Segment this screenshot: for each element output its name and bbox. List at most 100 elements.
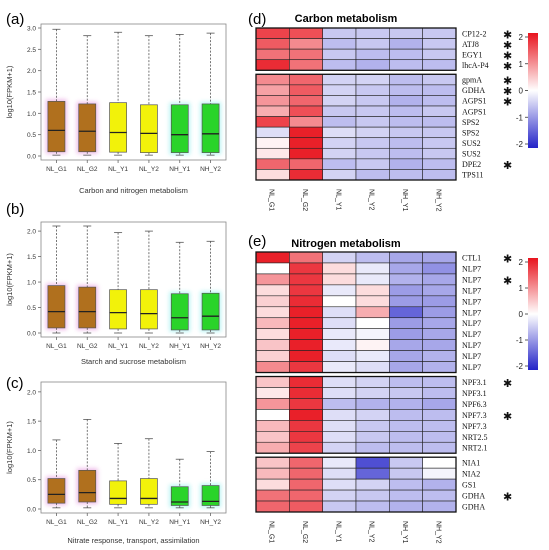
y-tick-label: 2.0	[27, 68, 36, 75]
heatmap-cell	[355, 105, 390, 117]
heatmap-cell	[322, 262, 357, 275]
x-tick-label: NL_Y2	[139, 166, 159, 173]
heatmap-cell	[289, 431, 323, 443]
heatmap-cell	[422, 147, 457, 160]
heatmap-cell	[355, 27, 390, 39]
y-tick-label: 2.0	[27, 389, 36, 396]
heatmap-row: SPS2	[255, 116, 479, 128]
legend-tick-label: 2	[519, 33, 524, 42]
significance-star-icon: ✱	[503, 97, 512, 109]
heatmap-cell	[422, 420, 457, 432]
heatmap-cell	[355, 284, 390, 297]
heatmap-cell	[355, 339, 390, 351]
heatmap-cell	[355, 376, 390, 388]
heatmap-row: NLP7	[255, 317, 481, 329]
heatmap-cell	[255, 500, 290, 513]
heatmap-cell	[289, 398, 323, 410]
heatmap-cell	[389, 478, 423, 491]
heatmap-cell	[255, 339, 290, 351]
heatmap-cell	[355, 158, 390, 170]
heatmap-group: CP12-2 ✱ ATJ8 ✱ EGY1 ✱ lhcA-P4 ✱	[255, 27, 512, 73]
heatmap-cell	[389, 295, 423, 308]
heatmap-cell	[289, 328, 323, 340]
heatmap-cell	[422, 441, 457, 454]
box-iqr	[140, 478, 158, 505]
heatmap-cell	[389, 467, 423, 480]
heatmap-row: TPS11	[255, 169, 484, 181]
row-label: AGPS1	[462, 97, 486, 106]
heatmap-cell	[322, 105, 357, 117]
box-NH_Y2	[200, 32, 222, 156]
significance-star-icon: ✱	[503, 61, 512, 73]
heatmap-row: NLP7 ✱	[255, 273, 512, 287]
heatmap-cell	[422, 273, 457, 286]
heatmap-cell	[255, 441, 290, 454]
y-tick-label: 0.0	[27, 331, 36, 338]
heatmap-cell	[255, 273, 290, 286]
heatmap-cell	[422, 339, 457, 351]
heatmap-cell	[389, 262, 423, 275]
heatmap-cell	[255, 38, 290, 50]
plot-frame	[40, 381, 227, 514]
x-tick-label: NH_Y2	[200, 519, 221, 526]
heatmap-cell	[289, 420, 323, 432]
column-label: NH_Y2	[434, 521, 441, 544]
y-tick-label: 0.0	[27, 154, 36, 161]
x-tick-label: NL_G2	[77, 519, 98, 526]
heatmap-cell	[389, 137, 423, 149]
heatmap-cell	[255, 456, 290, 469]
column-label: NL_G1	[268, 521, 275, 543]
heatmap-cell	[289, 84, 323, 96]
color-legend: 2 1 0 -1 -2	[516, 33, 538, 149]
heatmap-cell	[389, 306, 423, 319]
heatmap-cell	[255, 361, 290, 373]
heatmap-cell	[289, 27, 323, 39]
heatmap-cell	[422, 317, 457, 329]
row-label: NPF3.1	[462, 378, 487, 387]
heatmap-cell	[322, 409, 357, 421]
box-NL_Y1	[109, 31, 127, 156]
y-tick-label: 2.5	[27, 47, 36, 54]
heatmap-cell	[289, 262, 323, 275]
heatmap-row: NPF7.3	[255, 420, 487, 432]
heatmap-cell	[255, 284, 290, 297]
heatmap-cell	[322, 317, 357, 329]
row-label: NLP7	[462, 275, 481, 284]
column-label: NL_G2	[301, 189, 308, 211]
heatmap-cell	[422, 169, 457, 181]
heatmap-cell	[389, 48, 423, 61]
x-tick-label: NL_G2	[77, 166, 98, 173]
box-NL_G1	[45, 28, 67, 156]
x-axis-label: Carbon and nitrogen metabolism	[79, 186, 188, 195]
box-NH_Y1	[169, 241, 191, 334]
column-label: NL_Y2	[368, 189, 375, 211]
heatmap-cell	[255, 73, 290, 86]
heatmap-cell	[255, 398, 290, 410]
heatmap-group-border	[255, 251, 457, 374]
heatmap-cell	[422, 500, 457, 513]
column-label: NH_Y1	[401, 521, 408, 544]
heatmap-cell	[255, 478, 290, 491]
heatmap-cell	[322, 38, 357, 50]
heatmap-cell	[255, 137, 290, 149]
heatmap-cell	[389, 147, 423, 160]
heatmap-cell	[322, 158, 357, 170]
heatmap-row: NRT2.1	[255, 441, 488, 454]
heatmap-cell	[322, 398, 357, 410]
heatmap-cell	[289, 409, 323, 421]
heatmap-cell	[355, 328, 390, 340]
box-iqr	[109, 480, 127, 505]
x-tick-label: NH_Y2	[200, 343, 221, 350]
heatmap-cell	[422, 467, 457, 480]
color-legend: 2 1 0 -1 -2	[516, 258, 538, 371]
row-label: ATJ8	[462, 40, 479, 49]
heatmap-cell	[322, 284, 357, 297]
heatmap-cell	[255, 376, 290, 388]
heatmap-cell	[422, 158, 457, 170]
significance-star-icon: ✱	[503, 492, 512, 504]
box-iqr	[78, 469, 97, 503]
significance-star-icon: ✱	[503, 76, 512, 88]
heatmap-cell	[255, 147, 290, 160]
heatmap-cell	[289, 441, 323, 454]
